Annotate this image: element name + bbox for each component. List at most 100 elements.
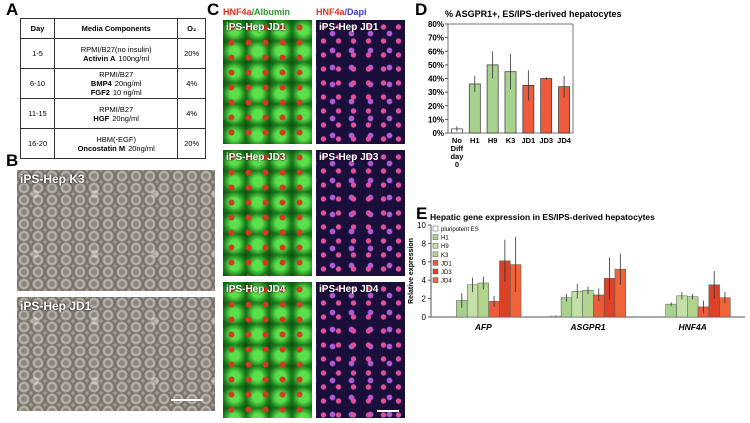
media-text: HBM(-EGF) xyxy=(96,134,136,144)
table-row: 6-10 RPMI/B27 BMP4 20ng/ml FGF2 10 ng/ml 4% xyxy=(19,68,206,99)
phase-image: iPS-Hep K3 xyxy=(17,170,215,291)
y-tick-label: 2 xyxy=(422,295,427,304)
channel-name: /Albumin xyxy=(251,7,291,17)
x-tick-label: ASGPR1 xyxy=(570,322,606,332)
y-tick-label: 30% xyxy=(428,88,444,97)
y-tick-label: 50% xyxy=(428,61,444,70)
media-text: 20ng/ml xyxy=(112,113,139,123)
image-label: iPS-Hep JD1 xyxy=(20,299,92,313)
media-line: Activin A 100ng/ml xyxy=(56,54,176,63)
legend-label: K3 xyxy=(441,253,449,259)
chart-title: % ASGPR1+, ES/IPS-derived hepatocytes xyxy=(445,9,621,19)
channel-name: HNF4a xyxy=(223,7,252,17)
panel-label: A xyxy=(6,0,19,19)
media-cell: RPMI/B27(no insulin) Activin A 100ng/ml xyxy=(54,38,179,69)
y-tick-label: 80% xyxy=(428,20,444,29)
image-label: iPS-Hep JD1 xyxy=(319,22,379,33)
table-row: 1-5 RPMI/B27(no insulin) Activin A 100ng/ml… xyxy=(19,38,206,69)
x-tick-label: HNF4A xyxy=(678,322,706,332)
panel-label: D xyxy=(415,0,428,19)
y-tick-label: 60% xyxy=(428,47,444,56)
bar xyxy=(540,78,553,134)
y-tick-label: 8 xyxy=(422,239,427,248)
image-label: iPS-Hep JD4 xyxy=(319,284,379,295)
legend-label: JD1 xyxy=(441,261,452,267)
image-label: iPS-Hep JD3 xyxy=(226,152,286,163)
y-tick-label: 40% xyxy=(428,75,444,84)
y-tick-label: 20% xyxy=(428,102,444,111)
x-tick-label: JD4 xyxy=(557,136,571,145)
legend-label: JD4 xyxy=(441,279,452,285)
o2-cell: 4% xyxy=(177,98,206,129)
media-cell: HBM(-EGF) Oncostatin M 20ng/ml xyxy=(54,128,179,159)
fluorescence-image: iPS-Hep JD1 xyxy=(316,20,405,144)
fluorescence-image: iPS-Hep JD4 xyxy=(223,282,312,418)
legend-swatch xyxy=(432,251,439,258)
legend-label: H1 xyxy=(441,236,449,242)
o2-cell: 20% xyxy=(177,128,206,159)
legend-swatch xyxy=(432,260,439,266)
y-tick-label: 10 xyxy=(417,221,426,230)
factor: FGF2 xyxy=(90,88,110,97)
channel-header: HNF4a/Dapi xyxy=(316,7,367,17)
fluorescence-image: iPS-Hep JD3 xyxy=(316,150,405,276)
panel-label: B xyxy=(6,151,19,170)
channel-name: /Dapi xyxy=(344,7,367,17)
scale-bar xyxy=(171,399,203,401)
channel-header: HNF4a/Albumin xyxy=(223,7,290,17)
media-line: RPMI/B27(no insulin) xyxy=(56,45,176,54)
x-tick-label: K3 xyxy=(505,136,516,145)
legend-swatch xyxy=(432,242,439,249)
channel-name: HNF4a xyxy=(316,7,345,17)
x-tick-label: AFP xyxy=(474,322,492,332)
panel-label: E xyxy=(416,204,428,223)
legend-swatch xyxy=(432,225,439,232)
factor: Activin A xyxy=(83,53,116,63)
media-text: 20ng/ml xyxy=(114,79,142,88)
fluorescence-image: iPS-Hep JD4 xyxy=(316,282,405,418)
media-line: HGF 20ng/ml xyxy=(56,114,176,123)
media-text: 10 ng/ml xyxy=(112,88,142,97)
table-row: 16-20 HBM(-EGF) Oncostatin M 20ng/ml 20% xyxy=(19,128,206,159)
image-label: iPS-Hep JD1 xyxy=(226,22,286,33)
media-cell: RPMI/B27 BMP4 20ng/ml FGF2 10 ng/ml xyxy=(54,68,179,99)
factor: Oncostatin M xyxy=(77,143,126,153)
scale-bar xyxy=(377,410,399,412)
legend-label: pluripotent ES xyxy=(441,227,479,233)
media-table: Day Media Components O₂ 1-5 RPMI/B27(no insu… xyxy=(19,18,206,159)
phase-image: iPS-Hep JD1 xyxy=(17,297,215,411)
x-tick-label: No Diff day 0 xyxy=(450,136,464,169)
media-line: Oncostatin M 20ng/ml xyxy=(56,144,176,153)
x-tick-label: JD3 xyxy=(539,136,554,145)
o2-cell: 4% xyxy=(177,68,206,99)
bar xyxy=(687,296,699,318)
x-tick-label: H1 xyxy=(469,136,480,145)
image-label: iPS-Hep K3 xyxy=(20,172,85,186)
legend-swatch xyxy=(432,277,439,283)
chart-title: Hepatic gene expression in ES/IPS-derive… xyxy=(430,212,655,222)
y-tick-label: 0% xyxy=(432,129,444,138)
media-line: FGF2 10 ng/ml xyxy=(56,88,176,97)
media-cell: RPMI/B27 HGF 20ng/ml xyxy=(54,98,179,129)
factor: BMP4 xyxy=(90,79,112,88)
legend-swatch xyxy=(432,268,439,275)
media-text: 100ng/ml xyxy=(118,53,150,63)
day-cell: 1-5 xyxy=(19,38,56,69)
factor: HGF xyxy=(93,113,110,123)
image-label: iPS-Hep JD4 xyxy=(226,284,286,295)
y-tick-label: 0 xyxy=(422,313,427,322)
legend-label: H9 xyxy=(441,244,449,250)
y-tick-label: 4 xyxy=(422,276,427,285)
o2-cell: 20% xyxy=(177,38,206,69)
y-tick-label: 6 xyxy=(422,258,427,267)
panel-label: C xyxy=(207,0,220,19)
media-line: RPMI/B27 xyxy=(56,70,176,79)
y-axis-label: Relative expression xyxy=(408,238,415,304)
media-line: RPMI/B27 xyxy=(56,105,176,114)
media-text: RPMI/B27 xyxy=(99,70,134,79)
table-row: 11-15 RPMI/B27 HGF 20ng/ml 4% xyxy=(19,98,206,129)
media-line: BMP4 20ng/ml xyxy=(56,79,176,88)
fluorescence-image: iPS-Hep JD3 xyxy=(223,150,312,276)
bar xyxy=(665,303,677,318)
